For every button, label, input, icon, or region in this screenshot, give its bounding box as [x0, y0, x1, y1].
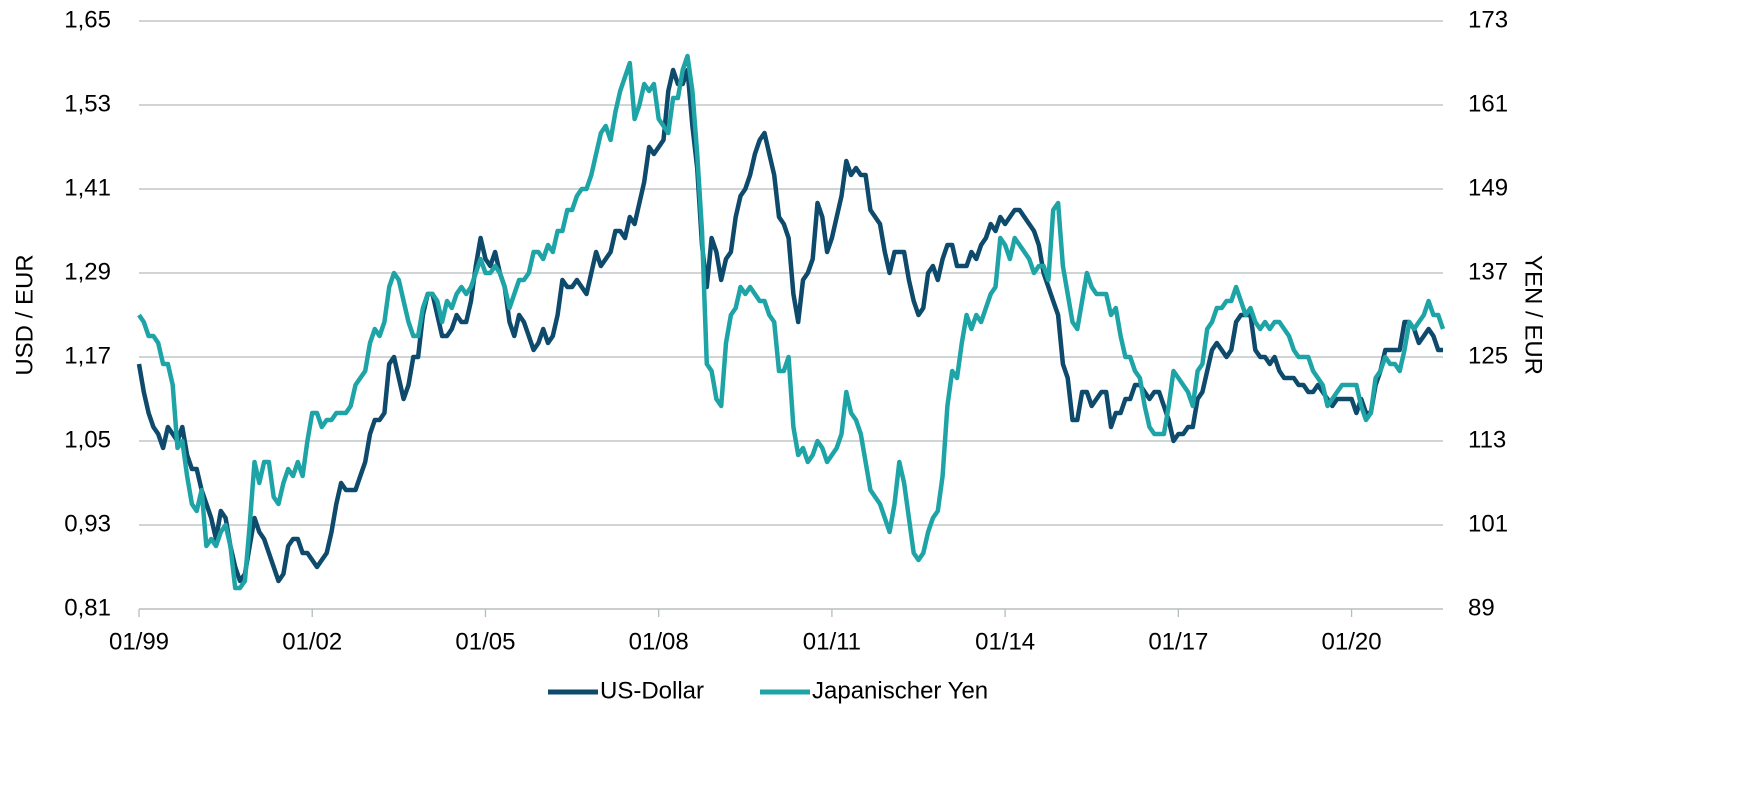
y2-tick-label: 137 — [1468, 258, 1508, 285]
y-tick-label: 1,17 — [64, 342, 111, 369]
legend-label: Japanischer Yen — [812, 677, 988, 704]
x-tick-label: 01/11 — [803, 628, 861, 655]
legend-label: US-Dollar — [600, 677, 704, 704]
x-tick-label: 01/05 — [455, 628, 515, 655]
x-tick-label: 01/08 — [629, 628, 689, 655]
y2-tick-label: 149 — [1468, 174, 1508, 201]
y2-tick-label: 101 — [1468, 510, 1508, 537]
series-line — [136, 67, 1443, 584]
y2-tick-label: 125 — [1468, 342, 1508, 369]
y2-tick-label: 173 — [1468, 6, 1508, 33]
x-tick-label: 01/99 — [109, 628, 169, 655]
y-tick-label: 1,53 — [64, 90, 111, 117]
series-line — [137, 53, 1446, 591]
x-tick-label: 01/17 — [1148, 628, 1208, 655]
y-tick-label: 0,93 — [64, 510, 111, 537]
y2-axis-title: YEN / EUR — [1520, 255, 1547, 375]
y-tick-label: 1,41 — [64, 174, 111, 201]
y-tick-label: 0,81 — [64, 594, 111, 621]
y-tick-label: 1,65 — [64, 6, 111, 33]
y-axis-title: USD / EUR — [11, 254, 38, 375]
y-tick-label: 1,29 — [64, 258, 111, 285]
x-tick-label: 01/20 — [1322, 628, 1382, 655]
x-tick-label: 01/14 — [975, 628, 1035, 655]
y2-tick-label: 113 — [1468, 426, 1506, 453]
y2-tick-label: 89 — [1468, 594, 1495, 621]
y2-tick-label: 161 — [1468, 90, 1508, 117]
y-tick-label: 1,05 — [64, 426, 111, 453]
x-tick-label: 01/02 — [282, 628, 342, 655]
